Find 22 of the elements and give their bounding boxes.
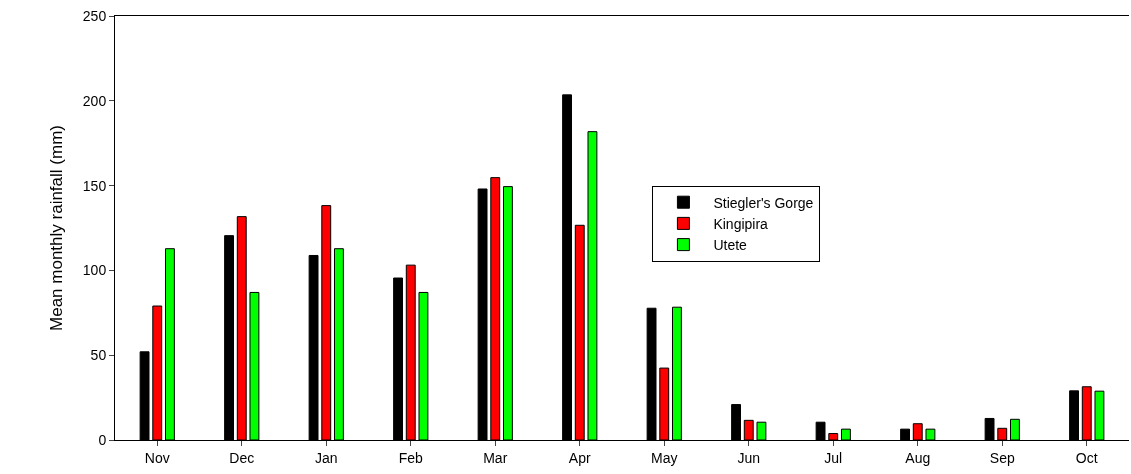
y-tick-label: 150 [82, 177, 107, 194]
x-tick-label: Feb [398, 449, 424, 466]
y-tick-label: 100 [82, 262, 107, 279]
x-tick-label: Jul [824, 449, 843, 466]
legend-label: Stiegler's Gorge [713, 194, 814, 211]
x-tick-label: May [651, 449, 678, 466]
y-axis-title: Mean monthly rainfall (mm) [47, 125, 67, 331]
x-tick-label: Mar [483, 449, 508, 466]
x-tick-label: Aug [905, 449, 931, 466]
x-tick-label: Oct [1075, 449, 1098, 466]
y-tick-label: 200 [82, 92, 107, 109]
x-tick-label: Dec [229, 449, 255, 466]
y-tick-label: 50 [90, 347, 107, 364]
y-tick-label: 0 [98, 431, 107, 448]
legend-label: Kingipira [713, 215, 769, 232]
x-tick-label: Jan [314, 449, 338, 466]
y-tick-label: 250 [82, 7, 107, 24]
x-tick-label: Sep [989, 449, 1015, 466]
legend-label: Utete [713, 237, 748, 254]
x-tick-label: Jun [737, 449, 761, 466]
x-tick-label: Nov [144, 449, 170, 466]
x-tick-label: Apr [568, 449, 591, 466]
